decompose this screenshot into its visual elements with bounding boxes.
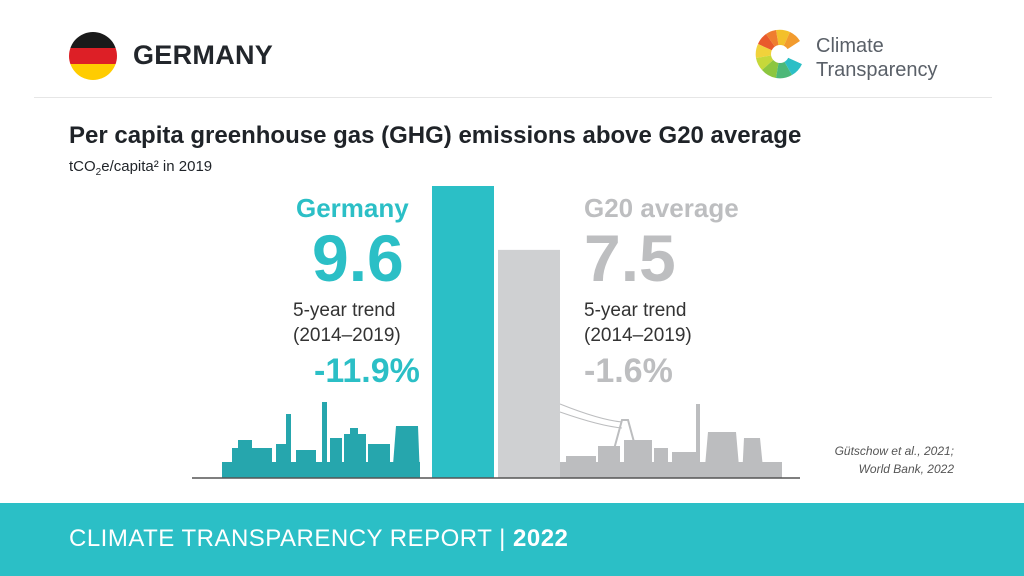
source-line-2: World Bank, 2022 (858, 462, 954, 476)
germany-trend-line-1: 5-year trend (293, 300, 396, 321)
germany-trend-value: -11.9% (314, 352, 420, 390)
logo-line-1: Climate (816, 35, 884, 57)
subtitle-rest: e/capita² in 2019 (101, 158, 213, 175)
subtitle-unit: tCO (69, 158, 96, 175)
germany-label: Germany (296, 193, 409, 223)
source-line-1: Gütschow et al., 2021; (834, 444, 954, 458)
germany-flag-icon (69, 32, 117, 80)
logo-text: Climate Transparency (816, 34, 938, 82)
g20-trend-value: -1.6% (584, 352, 673, 390)
g20-trend-line-2: (2014–2019) (584, 325, 692, 346)
industrial-skyline-right (559, 403, 782, 478)
footer-report-name: CLIMATE TRANSPARENCY REPORT (69, 525, 492, 552)
germany-trend-line-2: (2014–2019) (293, 325, 401, 346)
country-name: GERMANY (133, 40, 274, 70)
footer-banner: CLIMATE TRANSPARENCY REPORT | 2022 (0, 503, 1024, 576)
bar-germany (432, 186, 494, 478)
g20-trend-label: 5-year trend (2014–2019) (584, 298, 692, 348)
footer-year: 2022 (513, 525, 569, 552)
industrial-skyline-left (222, 402, 420, 478)
g20-trend-line-1: 5-year trend (584, 300, 687, 321)
header: GERMANY Climate Transparency (0, 0, 1024, 98)
footer-separator: | (499, 525, 506, 552)
emissions-chart (192, 186, 800, 479)
header-divider (34, 97, 992, 98)
germany-trend-label: 5-year trend (2014–2019) (293, 298, 401, 348)
subtitle-subscript: 2 (95, 167, 102, 178)
climate-transparency-logo-icon (755, 29, 805, 79)
footer-text: CLIMATE TRANSPARENCY REPORT | 2022 (69, 525, 568, 553)
g20-label: G20 average (584, 193, 739, 223)
chart-subtitle: tCO2e/capita² in 2019 (69, 158, 212, 178)
g20-value: 7.5 (584, 221, 676, 295)
germany-value: 9.6 (312, 221, 404, 295)
source-citation: Gütschow et al., 2021; World Bank, 2022 (794, 442, 954, 478)
bar-g20-average (498, 249, 560, 478)
bars-group (432, 186, 560, 478)
chart-title: Per capita greenhouse gas (GHG) emission… (69, 122, 802, 149)
logo-line-2: Transparency (816, 59, 938, 81)
